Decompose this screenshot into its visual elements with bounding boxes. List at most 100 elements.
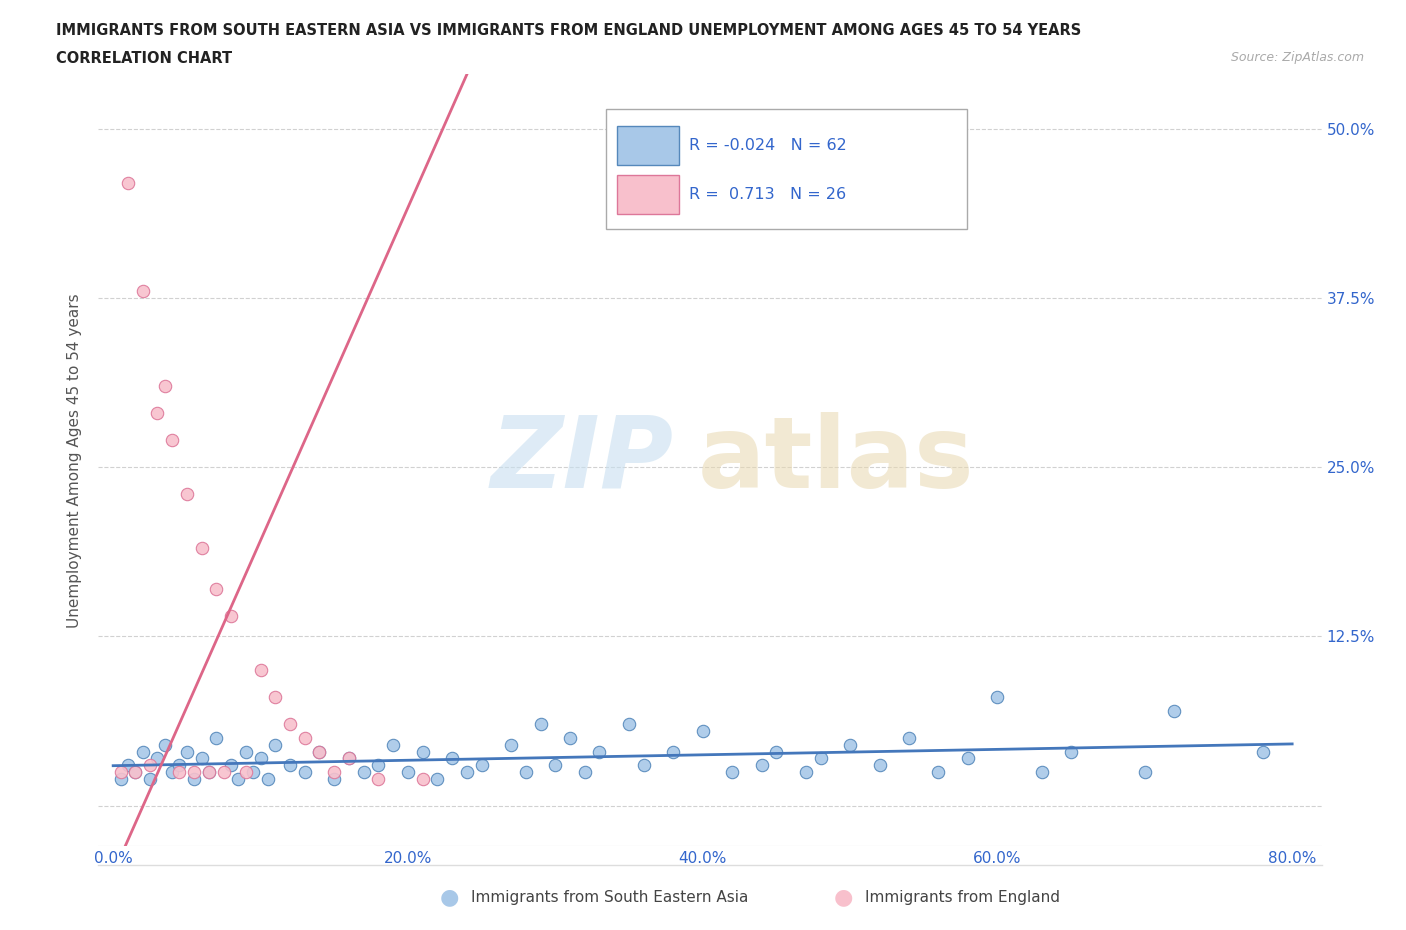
Point	[751, 758, 773, 773]
Point	[308, 744, 330, 759]
Point	[1060, 744, 1083, 759]
Point	[956, 751, 979, 765]
Point	[278, 717, 301, 732]
Point	[190, 751, 212, 765]
Point	[692, 724, 714, 738]
Point	[228, 771, 250, 786]
Point	[117, 175, 139, 190]
Point	[544, 758, 567, 773]
Point	[242, 764, 264, 779]
Point	[382, 737, 405, 752]
Point	[124, 764, 146, 779]
Point	[257, 771, 280, 786]
Point	[558, 731, 581, 746]
Point	[139, 758, 162, 773]
Point	[898, 731, 921, 746]
Point	[810, 751, 832, 765]
Point	[529, 717, 551, 732]
Point	[153, 737, 176, 752]
Point	[1133, 764, 1156, 779]
Point	[205, 581, 228, 596]
Point	[169, 764, 191, 779]
Point	[264, 737, 287, 752]
Point	[574, 764, 596, 779]
Point	[110, 771, 132, 786]
Point	[441, 751, 464, 765]
Point	[212, 764, 235, 779]
Point	[124, 764, 146, 779]
Point	[294, 731, 316, 746]
Point	[176, 744, 198, 759]
Point	[367, 771, 389, 786]
Point	[219, 608, 242, 623]
Point	[198, 764, 221, 779]
Point	[323, 771, 346, 786]
Point	[869, 758, 891, 773]
Point	[308, 744, 330, 759]
Point	[396, 764, 419, 779]
Point	[249, 663, 271, 678]
Point	[235, 744, 257, 759]
Point	[117, 758, 139, 773]
Point	[456, 764, 478, 779]
Text: Source: ZipAtlas.com: Source: ZipAtlas.com	[1230, 51, 1364, 64]
Point	[588, 744, 610, 759]
Point	[183, 764, 205, 779]
Point	[160, 764, 183, 779]
Point	[1031, 764, 1053, 779]
Text: ●: ●	[834, 887, 853, 908]
Point	[323, 764, 346, 779]
Point	[190, 541, 212, 556]
Point	[146, 751, 169, 765]
Point	[927, 764, 949, 779]
Point	[986, 690, 1008, 705]
Point	[1163, 703, 1185, 718]
Text: R = -0.024   N = 62: R = -0.024 N = 62	[689, 138, 846, 153]
Point	[198, 764, 221, 779]
Point	[367, 758, 389, 773]
Point	[160, 432, 183, 447]
Point	[278, 758, 301, 773]
Point	[617, 717, 640, 732]
Point	[139, 771, 162, 786]
Point	[633, 758, 655, 773]
Point	[499, 737, 522, 752]
Point	[294, 764, 316, 779]
Point	[1251, 744, 1274, 759]
Point	[264, 690, 287, 705]
Point	[337, 751, 360, 765]
Text: CORRELATION CHART: CORRELATION CHART	[56, 51, 232, 66]
Point	[205, 731, 228, 746]
Text: atlas: atlas	[697, 412, 974, 509]
Point	[721, 764, 744, 779]
FancyBboxPatch shape	[617, 175, 679, 214]
Point	[337, 751, 360, 765]
Text: R =  0.713   N = 26: R = 0.713 N = 26	[689, 187, 846, 202]
Point	[471, 758, 494, 773]
Y-axis label: Unemployment Among Ages 45 to 54 years: Unemployment Among Ages 45 to 54 years	[67, 293, 83, 628]
Point	[153, 379, 176, 393]
Point	[110, 764, 132, 779]
Point	[183, 771, 205, 786]
Point	[169, 758, 191, 773]
Point	[353, 764, 375, 779]
Point	[219, 758, 242, 773]
Point	[235, 764, 257, 779]
Text: ●: ●	[440, 887, 460, 908]
Point	[839, 737, 862, 752]
Point	[412, 744, 434, 759]
Point	[412, 771, 434, 786]
FancyBboxPatch shape	[617, 126, 679, 166]
Point	[765, 744, 787, 759]
Point	[662, 744, 685, 759]
Point	[146, 405, 169, 420]
Text: ZIP: ZIP	[491, 412, 673, 509]
Point	[794, 764, 817, 779]
Point	[249, 751, 271, 765]
Text: Immigrants from England: Immigrants from England	[865, 890, 1060, 905]
Point	[131, 744, 153, 759]
Text: IMMIGRANTS FROM SOUTH EASTERN ASIA VS IMMIGRANTS FROM ENGLAND UNEMPLOYMENT AMONG: IMMIGRANTS FROM SOUTH EASTERN ASIA VS IM…	[56, 23, 1081, 38]
Point	[426, 771, 449, 786]
Point	[176, 486, 198, 501]
Text: Immigrants from South Eastern Asia: Immigrants from South Eastern Asia	[471, 890, 748, 905]
